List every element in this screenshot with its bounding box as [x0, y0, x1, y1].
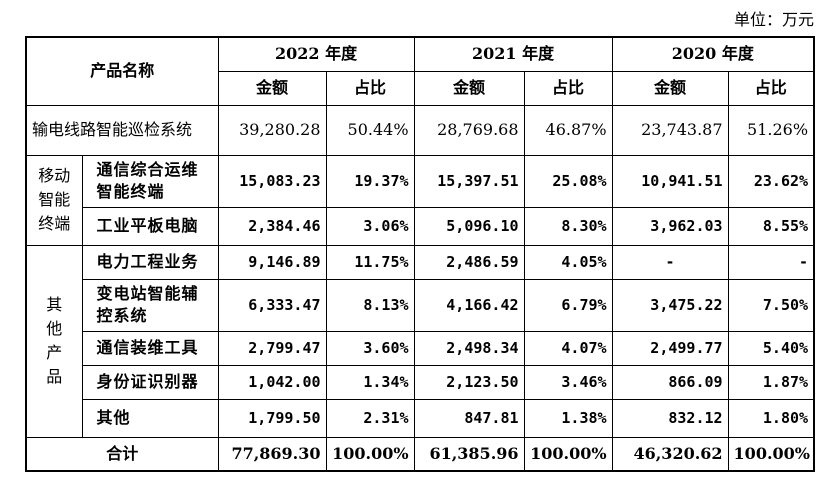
- amount-header: 金额: [413, 70, 525, 106]
- cell-ratio-2021: 25.08%: [523, 154, 613, 208]
- total-label: 合计: [25, 436, 219, 472]
- row-label: 工业平板电脑: [81, 206, 219, 246]
- year-2021-header: 2021 年度: [413, 36, 613, 72]
- cell-amount-2021: 5,096.10: [413, 206, 525, 246]
- year-2020-header: 2020 年度: [611, 36, 815, 72]
- cell-ratio-2020: 7.50%: [727, 278, 815, 332]
- amount-header: 金额: [611, 70, 729, 106]
- cell-ratio-2020: 1.87%: [727, 364, 815, 400]
- group-label-other: 其他产品: [25, 244, 83, 438]
- header-row-metrics: 金额 占比 金额 占比 金额 占比: [26, 70, 815, 106]
- ratio-header: 占比: [325, 70, 415, 106]
- cell-ratio-2021: 46.87%: [523, 104, 613, 156]
- cell-ratio-2020: 1.80%: [727, 398, 815, 438]
- cell-ratio-2020: 5.40%: [727, 330, 815, 366]
- cell-amount-2021: 15,397.51: [413, 154, 525, 208]
- cell-ratio-2022: 2.31%: [325, 398, 415, 438]
- row-label: 通信装维工具: [81, 330, 219, 366]
- cell-ratio-2021: 4.05%: [523, 244, 613, 280]
- cell-ratio-2021: 3.46%: [523, 364, 613, 400]
- table-row: 其他产品 电力工程业务 9,146.89 11.75% 2,486.59 4.0…: [25, 244, 815, 438]
- table-row: 其他 1,799.50 2.31% 847.81 1.38% 832.12 1.…: [26, 398, 815, 438]
- cell-amount-2021: 28,769.68: [413, 104, 525, 156]
- ratio-header: 占比: [727, 70, 815, 106]
- cell-amount-2021: 2,486.59: [413, 244, 525, 280]
- unit-label: 单位：万元: [733, 10, 814, 29]
- cell-ratio-2021: 6.79%: [523, 278, 613, 332]
- cell-ratio-2021: 1.38%: [523, 398, 613, 438]
- cell-ratio-2022: 50.44%: [325, 104, 415, 156]
- row-label: 身份证识别器: [81, 364, 219, 400]
- cell-amount-2020: 2,499.77: [611, 330, 729, 366]
- revenue-table: 产品名称 2022 年度 2021 年度 2020 年度 金额 占比 金额 占比…: [25, 36, 816, 472]
- cell-amount-2020: 3,962.03: [611, 206, 729, 246]
- cell-ratio-2022: 8.13%: [325, 278, 415, 332]
- cell-ratio-2022: 1.34%: [325, 364, 415, 400]
- cell-ratio-2022: 3.60%: [325, 330, 415, 366]
- product-name-header: 产品名称: [25, 36, 219, 106]
- cell-amount-2022: 1,799.50: [217, 398, 327, 438]
- cell-amount-2022: 1,042.00: [217, 364, 327, 400]
- cell-ratio-2022: 3.06%: [325, 206, 415, 246]
- table-row: 身份证识别器 1,042.00 1.34% 2,123.50 3.46% 866…: [26, 364, 815, 400]
- amount-header: 金额: [217, 70, 327, 106]
- cell-ratio-2021: 4.07%: [523, 330, 613, 366]
- cell-amount-2021: 2,498.34: [413, 330, 525, 366]
- total-row: 合计 77,869.30 100.00% 61,385.96 100.00% 4…: [25, 436, 815, 472]
- table-row: 移动智能终端 通信综合运维智能终端 15,083.23 19.37% 15,39…: [25, 154, 815, 246]
- row-label: 其他: [81, 398, 219, 438]
- row-label: 通信综合运维智能终端: [81, 154, 219, 208]
- group-label-mobile: 移动智能终端: [25, 154, 83, 246]
- row-label: 输电线路智能巡检系统: [25, 104, 219, 156]
- table-row: 输电线路智能巡检系统 39,280.28 50.44% 28,769.68 46…: [25, 104, 815, 156]
- cell-amount-2021: 2,123.50: [413, 364, 525, 400]
- row-label: 变电站智能辅控系统: [81, 278, 219, 332]
- cell-ratio-2022: 19.37%: [325, 154, 415, 208]
- cell-amount-2022: 9,146.89: [217, 244, 327, 280]
- cell-amount-2020: 832.12: [611, 398, 729, 438]
- cell-ratio-2020: 23.62%: [727, 154, 815, 208]
- cell-ratio-2020: 8.55%: [727, 206, 815, 246]
- table-row: 通信装维工具 2,799.47 3.60% 2,498.34 4.07% 2,4…: [26, 330, 815, 366]
- cell-amount-2020: 3,475.22: [611, 278, 729, 332]
- table-row: 工业平板电脑 2,384.46 3.06% 5,096.10 8.30% 3,9…: [26, 206, 815, 246]
- cell-amount-2022: 2,799.47: [217, 330, 327, 366]
- total-ratio-2021: 100.00%: [523, 436, 613, 472]
- table-row: 变电站智能辅控系统 6,333.47 8.13% 4,166.42 6.79% …: [26, 278, 815, 332]
- total-amount-2020: 46,320.62: [611, 436, 729, 472]
- ratio-header: 占比: [523, 70, 613, 106]
- row-label: 电力工程业务: [81, 244, 219, 280]
- year-2022-header: 2022 年度: [217, 36, 415, 72]
- total-amount-2021: 61,385.96: [413, 436, 525, 472]
- cell-amount-2022: 39,280.28: [217, 104, 327, 156]
- cell-ratio-2021: 8.30%: [523, 206, 613, 246]
- cell-amount-2021: 847.81: [413, 398, 525, 438]
- total-ratio-2020: 100.00%: [727, 436, 815, 472]
- header-row-years: 产品名称 2022 年度 2021 年度 2020 年度: [25, 36, 815, 106]
- cell-ratio-2022: 11.75%: [325, 244, 415, 280]
- cell-amount-2020: -: [611, 244, 729, 280]
- cell-amount-2022: 15,083.23: [217, 154, 327, 208]
- cell-amount-2021: 4,166.42: [413, 278, 525, 332]
- cell-ratio-2020: 51.26%: [727, 104, 815, 156]
- cell-amount-2020: 23,743.87: [611, 104, 729, 156]
- total-amount-2022: 77,869.30: [217, 436, 327, 472]
- cell-amount-2020: 10,941.51: [611, 154, 729, 208]
- cell-amount-2022: 6,333.47: [217, 278, 327, 332]
- cell-ratio-2020: -: [727, 244, 815, 280]
- cell-amount-2020: 866.09: [611, 364, 729, 400]
- cell-amount-2022: 2,384.46: [217, 206, 327, 246]
- total-ratio-2022: 100.00%: [325, 436, 415, 472]
